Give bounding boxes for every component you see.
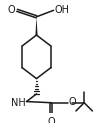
- Text: O: O: [8, 5, 15, 15]
- Text: NH: NH: [11, 98, 25, 108]
- Polygon shape: [35, 17, 37, 35]
- Text: O: O: [68, 97, 76, 107]
- Text: OH: OH: [54, 5, 69, 15]
- Text: O: O: [47, 117, 55, 123]
